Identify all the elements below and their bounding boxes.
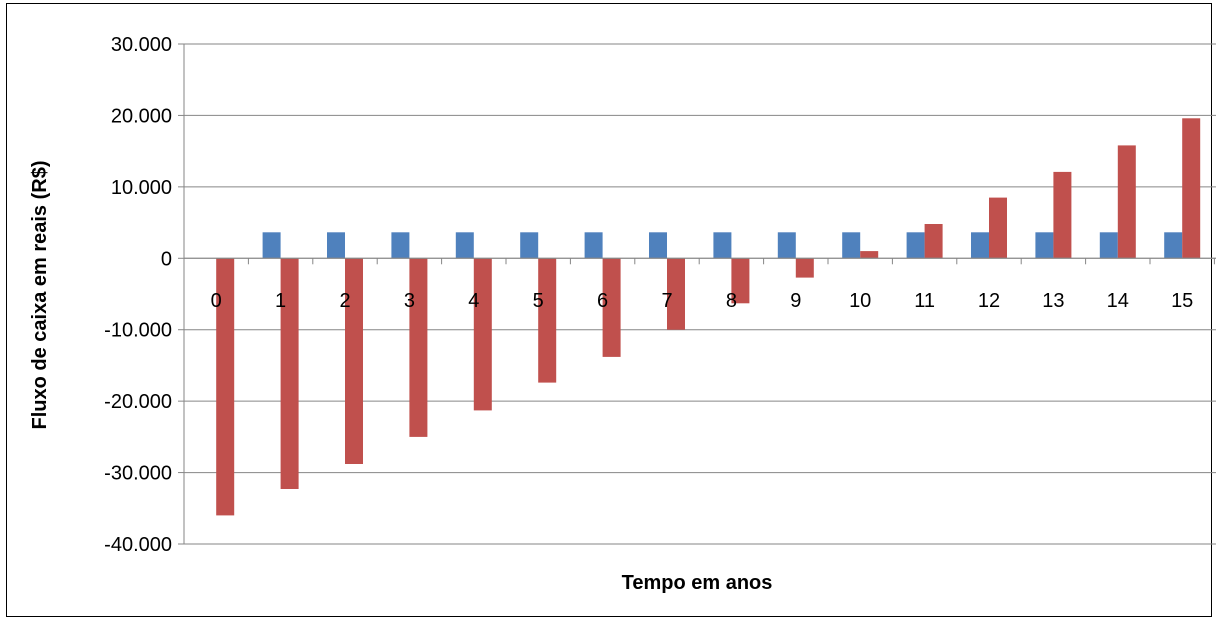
y-tick-label: 20.000 (111, 105, 172, 127)
bar-series-2-year-5 (538, 258, 557, 383)
bar-series-2-year-7 (667, 258, 685, 330)
x-tick-labels: 0 1 2 3 4 5 6 7 8 9 10 11 12 13 14 15 (211, 290, 1194, 312)
bars (216, 118, 1201, 516)
x-tick-label: 2 (339, 290, 350, 312)
y-tick-label: 30.000 (111, 34, 172, 56)
bar-series-1-year-15 (1164, 232, 1183, 259)
bar-series-1-year-6 (584, 232, 603, 259)
y-tick-labels: 30.000 20.000 10.000 0 -10.000 -20.000 -30.000… (104, 34, 172, 556)
bar-series-1-year-3 (391, 232, 410, 259)
bar-series-1-year-11 (906, 232, 925, 259)
y-tick-label: 0 (161, 248, 172, 270)
y-tick-label: -10.000 (104, 320, 172, 342)
x-axis (183, 257, 1216, 265)
x-tick-label: 4 (468, 290, 479, 312)
bar-series-2-year-14 (1117, 145, 1136, 259)
x-tick-label: 12 (978, 290, 1000, 312)
bar-series-1-year-1 (262, 232, 281, 259)
x-axis-title: Tempo em anos (622, 572, 773, 594)
bar-series-1-year-12 (971, 232, 989, 259)
bar-series-2-year-10 (860, 251, 879, 259)
bar-series-2-year-12 (989, 197, 1007, 259)
bar-series-1-year-7 (649, 232, 667, 259)
bar-series-1-year-8 (713, 232, 732, 259)
x-tick-label: 8 (726, 290, 737, 312)
y-tick-label: -40.000 (104, 534, 172, 556)
bar-series-1-year-9 (777, 232, 796, 259)
bar-series-2-year-11 (924, 224, 943, 259)
x-tick-label: 10 (849, 290, 871, 312)
bar-series-1-year-14 (1099, 232, 1118, 259)
y-axis-title: Fluxo de caixa em reais (R$) (29, 160, 51, 429)
bar-series-1-year-13 (1035, 232, 1054, 259)
x-tick-label: 0 (211, 290, 222, 312)
bar-series-2-year-6 (602, 258, 621, 357)
bar-series-1-year-10 (842, 232, 861, 259)
x-tick-label: 7 (661, 290, 672, 312)
x-tick-label: 15 (1171, 290, 1193, 312)
bar-series-2-year-3 (409, 258, 428, 437)
x-tick-label: 3 (404, 290, 415, 312)
x-tick-label: 9 (790, 290, 801, 312)
x-tick-label: 11 (914, 290, 935, 312)
bar-series-2-year-9 (795, 258, 814, 278)
bar-series-1-year-4 (455, 232, 474, 259)
x-tick-label: 1 (275, 290, 286, 312)
x-tick-label: 13 (1042, 290, 1064, 312)
bar-series-1-year-2 (327, 232, 345, 259)
bar-series-2-year-1 (280, 258, 299, 489)
bar-series-2-year-15 (1182, 118, 1201, 259)
y-tick-label: -30.000 (104, 463, 172, 485)
bar-series-2-year-4 (473, 258, 492, 411)
bar-series-2-year-8 (731, 258, 750, 304)
bar-series-1-year-5 (520, 232, 539, 259)
x-tick-label: 6 (597, 290, 608, 312)
x-tick-label: 5 (533, 290, 544, 312)
bar-series-2-year-2 (345, 258, 363, 464)
y-tick-label: -20.000 (104, 391, 172, 413)
bar-series-2-year-0 (216, 258, 235, 516)
x-tick-label: 14 (1107, 290, 1129, 312)
bar-series-2-year-13 (1053, 171, 1072, 259)
y-tick-label: 10.000 (111, 177, 172, 199)
